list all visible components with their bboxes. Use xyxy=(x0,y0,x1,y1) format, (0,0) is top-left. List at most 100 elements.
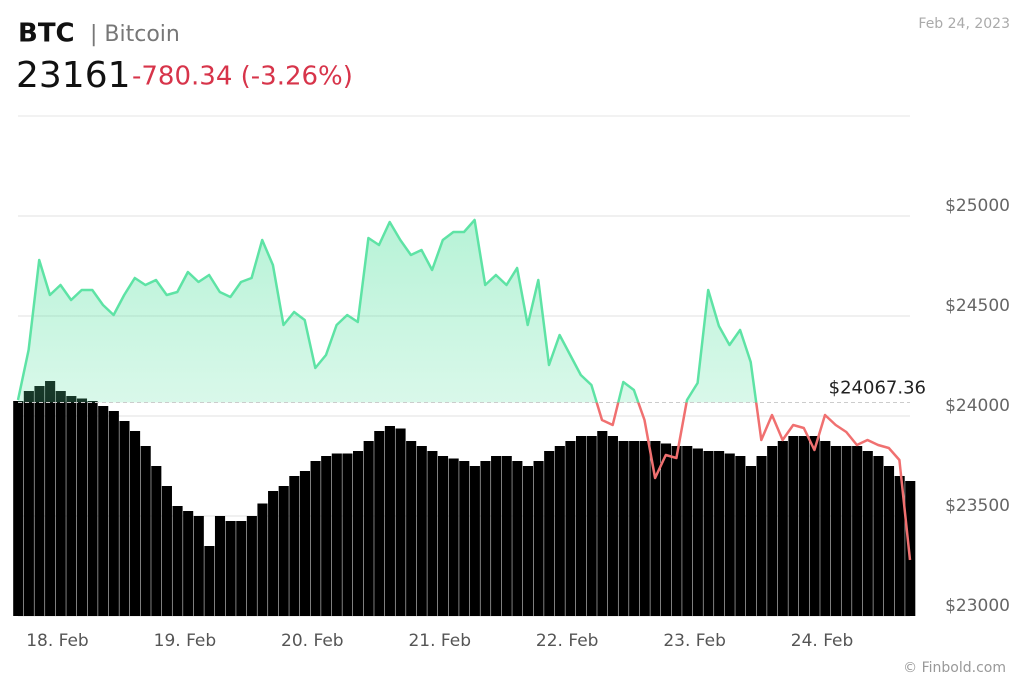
volume-bar xyxy=(416,446,427,616)
volume-bar xyxy=(905,481,916,616)
volume-bar xyxy=(841,446,852,616)
y-tick-label: $25000 xyxy=(945,196,1010,216)
volume-bar xyxy=(491,456,502,616)
asset-name: | Bitcoin xyxy=(90,22,180,47)
y-tick-label: $23000 xyxy=(945,596,1010,616)
volume-bar xyxy=(565,441,576,616)
volume-bar xyxy=(278,486,289,616)
price-area xyxy=(18,220,910,403)
x-tick-label: 18. Feb xyxy=(26,631,89,651)
volume-bar xyxy=(140,446,151,616)
volume-bar xyxy=(66,396,77,616)
ticker: BTC xyxy=(18,19,75,49)
volume-bar xyxy=(363,441,374,616)
volume-bar xyxy=(692,448,703,616)
volume-bar xyxy=(703,451,714,616)
volume-bar xyxy=(342,453,353,616)
volume-bar xyxy=(55,391,66,616)
volume-bar xyxy=(289,476,300,616)
volume-bar xyxy=(214,516,226,616)
y-tick-label: $24000 xyxy=(945,396,1010,416)
volume-bar xyxy=(236,521,247,616)
volume-bar xyxy=(384,426,395,616)
price-line xyxy=(16,218,912,561)
volume-bar xyxy=(183,511,194,616)
volume-bar xyxy=(45,381,56,616)
volume-bar xyxy=(130,431,141,616)
volume-bar xyxy=(777,441,788,616)
volume-bar xyxy=(554,446,565,616)
x-tick-label: 21. Feb xyxy=(408,631,471,651)
x-tick-label: 22. Feb xyxy=(536,631,599,651)
volume-bar xyxy=(533,461,544,616)
x-tick-label: 24. Feb xyxy=(791,631,854,651)
volume-bar xyxy=(406,441,417,616)
volume-bar xyxy=(576,436,587,616)
volume-bar xyxy=(193,516,204,616)
volume-bar xyxy=(246,516,257,616)
volume-bar xyxy=(809,436,820,616)
volume-bar xyxy=(756,456,767,616)
volume-bar xyxy=(108,411,119,616)
volume-bar xyxy=(820,441,831,616)
volume-bar xyxy=(13,401,24,616)
volume-bar xyxy=(724,453,735,616)
volume-bar xyxy=(799,436,810,616)
volume-bar xyxy=(544,451,555,616)
y-tick-label: $23500 xyxy=(945,496,1010,516)
volume-bar xyxy=(204,546,215,616)
volume-bar xyxy=(427,451,438,616)
y-tick-label: $24500 xyxy=(945,296,1010,316)
volume-bar xyxy=(639,441,650,616)
x-tick-label: 23. Feb xyxy=(663,631,726,651)
volume-bar xyxy=(268,491,279,616)
volume-bar xyxy=(883,466,895,616)
volume-bar xyxy=(395,428,406,616)
volume-bar xyxy=(459,461,470,616)
volume-bar xyxy=(788,436,799,616)
volume-bar xyxy=(501,456,512,616)
volume-bar xyxy=(894,476,905,616)
reference-label: $24067.36 xyxy=(829,378,926,399)
volume-bar xyxy=(830,446,841,616)
volume-bar xyxy=(512,461,523,616)
volume-bar xyxy=(873,456,884,616)
volume-bar xyxy=(172,506,183,616)
volume-bar xyxy=(480,461,491,616)
volume-bar xyxy=(629,441,640,616)
volume-bar xyxy=(618,441,629,616)
volume-bar xyxy=(660,443,672,616)
volume-bar xyxy=(607,436,618,616)
volume-bar xyxy=(161,486,172,616)
volume-bar xyxy=(682,446,693,616)
x-tick-label: 20. Feb xyxy=(281,631,344,651)
volume-bar xyxy=(522,466,534,616)
volume-bar xyxy=(437,456,449,616)
volume-bar xyxy=(714,451,725,616)
volume-bar xyxy=(76,398,88,616)
volume-bar xyxy=(23,391,34,616)
volume-bar xyxy=(34,386,45,616)
volume-bar xyxy=(257,503,268,616)
volume-bar xyxy=(586,436,597,616)
volume-bar xyxy=(331,453,342,616)
volume-bar xyxy=(151,466,162,616)
source: © Finbold.com xyxy=(903,660,1006,676)
volume-bar xyxy=(767,446,778,616)
volume-bar xyxy=(862,451,873,616)
volume-bar xyxy=(87,401,98,616)
date: Feb 24, 2023 xyxy=(918,16,1010,32)
last-price: 23161 xyxy=(16,55,131,96)
volume-bar xyxy=(469,466,480,616)
volume-bar xyxy=(310,461,321,616)
volume-bar xyxy=(745,466,757,616)
x-tick-label: 19. Feb xyxy=(154,631,217,651)
volume-bar xyxy=(650,441,661,616)
volume-bar xyxy=(119,421,130,616)
volume-bar xyxy=(374,431,385,616)
volume-bar xyxy=(735,456,746,616)
volume-bar xyxy=(321,456,332,616)
price-change: -780.34 (-3.26%) xyxy=(132,62,353,92)
volume-bar xyxy=(671,446,682,616)
